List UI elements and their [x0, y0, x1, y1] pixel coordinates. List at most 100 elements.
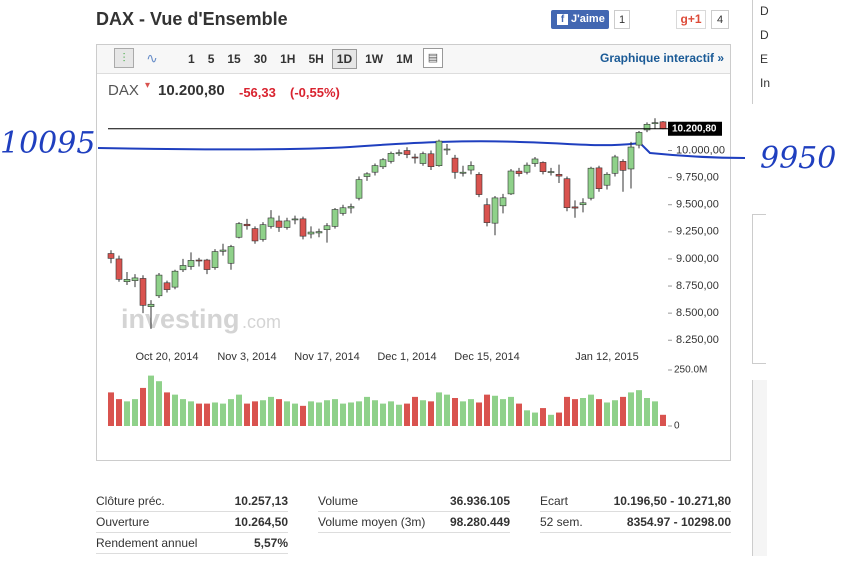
x-tick-label: Nov 3, 2014	[217, 351, 276, 363]
volume-bar	[436, 392, 442, 426]
y-tick-label: 9.500,00	[676, 199, 719, 211]
interval-button[interactable]: 15	[227, 52, 241, 66]
stat-divider	[96, 532, 288, 533]
candle-body	[227, 246, 235, 264]
volume-bar	[116, 399, 122, 426]
sidebar-panel	[752, 214, 766, 364]
sidebar-link[interactable]: E	[760, 52, 769, 66]
volume-bar	[548, 414, 554, 426]
y-tick-label: 9.750,00	[676, 172, 719, 184]
candle-body	[339, 207, 347, 214]
interactive-link[interactable]: Graphique interactif »	[600, 51, 725, 65]
candle-body	[275, 220, 283, 228]
volume-bar	[156, 381, 162, 426]
volume-bar	[172, 394, 178, 426]
candle-body	[635, 132, 643, 146]
candle-body	[219, 249, 227, 252]
candle-body	[611, 156, 619, 174]
volume-bar	[188, 401, 194, 426]
stat-divider	[540, 532, 731, 533]
volume-bar	[572, 399, 578, 426]
candle-body	[387, 153, 395, 162]
candle-body	[491, 197, 499, 224]
settings-button[interactable]: ▤	[423, 48, 443, 68]
stat-label: Volume moyen (3m)	[318, 515, 426, 529]
volume-bar	[108, 392, 114, 426]
volume-bar	[148, 375, 154, 426]
volume-bar	[564, 396, 570, 426]
y-tick-label: 9.000,00	[676, 253, 719, 265]
candle-body	[451, 157, 459, 173]
volume-bar	[316, 402, 322, 426]
stat-value: 10.196,50 - 10.271,80	[613, 494, 731, 508]
candle-body	[315, 231, 323, 234]
candle-body	[403, 150, 411, 155]
candle-body	[579, 202, 587, 206]
interval-button[interactable]: 1	[188, 52, 195, 66]
interval-button[interactable]: 1H	[280, 52, 296, 66]
candle-body	[595, 167, 603, 189]
sidebar-link[interactable]: D	[760, 4, 769, 18]
candle-body	[467, 165, 475, 171]
interval-button[interactable]: 5	[207, 52, 215, 66]
candle-body	[435, 140, 443, 167]
gplus-button[interactable]: g+1	[676, 10, 706, 29]
volume-bar	[596, 399, 602, 426]
interval-button[interactable]: 1D	[331, 49, 358, 69]
volume-bar	[540, 408, 546, 426]
volume-bar	[268, 396, 274, 426]
stat-label: Clôture préc.	[96, 494, 165, 508]
volume-bar	[292, 403, 298, 426]
candle-body	[187, 260, 195, 267]
volume-bar	[492, 395, 498, 426]
y-tick-label: 8.750,00	[676, 280, 719, 292]
interval-button[interactable]: 1W	[365, 52, 384, 66]
volume-bar	[508, 396, 514, 426]
volume-bar	[348, 402, 354, 426]
x-tick-label: Dec 1, 2014	[377, 351, 436, 363]
candle-body	[411, 156, 419, 159]
volume-bar	[308, 401, 314, 426]
volume-bar	[532, 412, 538, 426]
quote-change: -56,33	[239, 85, 276, 100]
volume-bar	[124, 401, 130, 426]
watermark: .com	[242, 312, 281, 332]
candle-body	[267, 217, 275, 227]
candle-body	[139, 278, 147, 306]
x-tick-label: Jan 12, 2015	[575, 351, 639, 363]
stat-label: Rendement annuel	[96, 536, 198, 550]
volume-bar	[180, 399, 186, 426]
candle-body	[659, 121, 667, 130]
volume-bar	[332, 399, 338, 426]
interval-button[interactable]: 1M	[396, 52, 413, 66]
like-count: 1	[614, 10, 630, 29]
candle-body	[211, 251, 219, 268]
interval-button[interactable]: 5H	[308, 52, 324, 66]
volume-bar	[396, 404, 402, 426]
candle-body	[131, 277, 139, 281]
candle-body	[163, 282, 171, 290]
candle-button[interactable]: ⫶	[114, 48, 134, 68]
volume-bar	[340, 403, 346, 426]
sidebar-link[interactable]: D	[760, 28, 769, 42]
candle-body	[419, 153, 427, 164]
candle-body	[443, 148, 451, 151]
line-button[interactable]: ∿	[146, 50, 158, 66]
volume-bar	[620, 396, 626, 426]
candle-body	[563, 178, 571, 208]
interval-button[interactable]: 30	[253, 52, 268, 66]
like-button[interactable]: f J'aime	[551, 10, 609, 29]
volume-bar	[636, 390, 642, 426]
stat-label: Ecart	[540, 494, 569, 508]
plot: investing .com 8.250,00 8.500,00 8.750,00 9.0…	[107, 118, 725, 432]
volume-bar	[212, 402, 218, 426]
sidebar-link[interactable]: In	[760, 76, 771, 90]
candle-body	[347, 206, 355, 209]
volume-bar	[244, 403, 250, 426]
volume-bar	[196, 403, 202, 426]
x-tick-label: Dec 15, 2014	[454, 351, 519, 363]
volume-bar	[580, 398, 586, 426]
candle-body	[587, 167, 595, 199]
stat-value: 5,57%	[253, 536, 288, 550]
